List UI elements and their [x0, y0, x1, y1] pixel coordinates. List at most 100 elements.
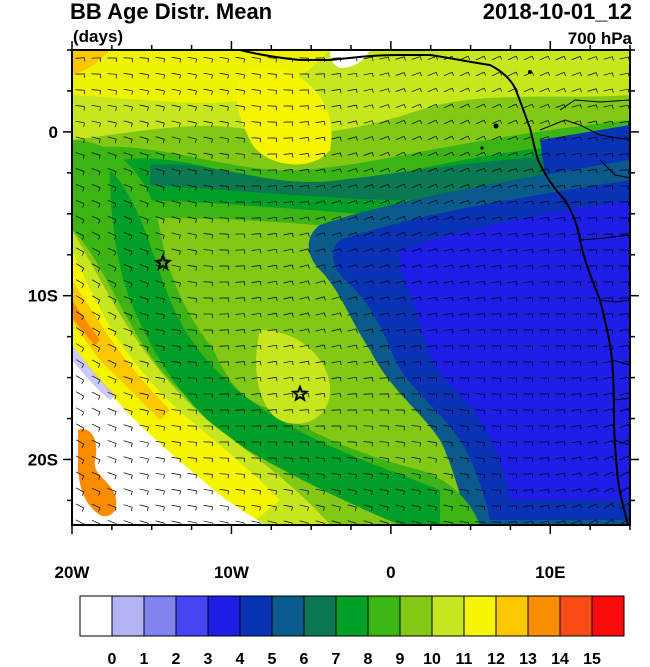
wind-barb — [443, 488, 453, 492]
wind-barb — [331, 248, 341, 252]
wind-barb-flag — [339, 506, 341, 512]
wind-barb — [267, 473, 277, 475]
wind-barb — [91, 519, 101, 525]
wind-barb-flag — [195, 90, 197, 95]
wind-barb — [619, 455, 629, 461]
wind-barb-flag — [97, 395, 101, 400]
wind-barb-flag — [467, 184, 471, 189]
wind-barb — [203, 504, 213, 508]
wind-barb — [91, 439, 101, 445]
wind-barb-flag — [147, 106, 149, 111]
wind-barb-flag — [515, 120, 519, 125]
wind-barb — [507, 152, 517, 156]
wind-barb — [187, 120, 197, 124]
wind-barb-flag — [81, 380, 85, 384]
wind-barb — [459, 200, 469, 204]
wind-barb — [475, 103, 485, 109]
wind-barb — [171, 216, 181, 220]
wind-barb — [171, 152, 181, 156]
wind-barb-flag — [579, 504, 582, 509]
wind-barb — [475, 71, 485, 77]
wind-barb-flag — [260, 329, 262, 334]
wind-barb-flag — [179, 90, 181, 95]
wind-barb — [75, 471, 85, 477]
wind-barb — [107, 199, 117, 205]
wind-barb — [155, 344, 165, 348]
wind-barb — [539, 184, 549, 188]
wind-barb — [299, 360, 309, 364]
wind-barb — [475, 135, 485, 141]
wind-barb — [267, 57, 277, 59]
wind-barb-flag — [260, 345, 262, 350]
wind-barb-flag — [211, 506, 213, 511]
wind-barb — [475, 425, 485, 427]
wind-barb — [427, 296, 437, 300]
wind-barb-flag — [82, 171, 85, 176]
wind-barb — [411, 151, 421, 157]
wind-barb-flag — [308, 312, 310, 317]
wind-barb-flag — [419, 56, 422, 61]
wind-barb — [395, 183, 405, 189]
wind-barb — [219, 120, 229, 124]
wind-barb — [347, 296, 357, 300]
wind-barb-flag — [211, 202, 213, 207]
wind-barb-flag — [419, 248, 422, 253]
wind-barb-flag — [372, 345, 374, 350]
wind-barb-flag — [276, 345, 278, 350]
wind-barb — [187, 248, 197, 252]
wind-barb-flag — [596, 104, 598, 109]
wind-barb — [619, 121, 629, 123]
wind-barb-flag — [163, 346, 165, 351]
wind-barb — [347, 136, 357, 140]
wind-barb — [251, 265, 261, 267]
wind-barb — [395, 361, 405, 363]
wind-barb — [491, 216, 501, 220]
wind-barb — [139, 88, 149, 92]
wind-barb — [171, 72, 181, 76]
wind-barb-flag — [179, 250, 181, 255]
wind-barb — [315, 473, 325, 475]
wind-barb-flag — [484, 248, 486, 253]
wind-barb-flag — [324, 168, 326, 173]
wind-barb — [523, 152, 533, 156]
wind-barb — [203, 88, 213, 92]
wind-barb-flag — [467, 458, 469, 463]
wind-barb — [459, 280, 469, 284]
wind-barb — [315, 168, 325, 172]
wind-barb — [587, 393, 597, 395]
wind-barb — [363, 360, 373, 364]
wind-barb — [331, 504, 341, 508]
wind-barb-flag — [130, 267, 133, 272]
wind-barb — [587, 408, 597, 412]
wind-barb — [139, 152, 149, 156]
wind-barb — [139, 328, 149, 332]
wind-barb-flag — [115, 122, 117, 128]
wind-barb — [443, 135, 453, 141]
wind-barb — [379, 264, 389, 268]
wind-barb-flag — [467, 103, 471, 108]
wind-barb — [491, 457, 501, 459]
wind-barb-flag — [211, 170, 213, 175]
wind-barb-flag — [515, 55, 519, 60]
wind-barb-flag — [467, 506, 469, 511]
wind-barb-flag — [628, 105, 630, 110]
wind-barb — [235, 473, 245, 475]
wind-barb — [619, 56, 629, 60]
wind-barb — [155, 168, 165, 172]
wind-barb — [283, 360, 293, 364]
wind-barb — [155, 57, 165, 59]
colorbar-label: 10 — [423, 651, 441, 667]
wind-barb — [571, 152, 581, 156]
wind-barb — [427, 345, 437, 347]
wind-barb — [379, 215, 389, 221]
wind-barb-flag — [387, 184, 391, 189]
wind-barb-flag — [596, 393, 598, 398]
wind-barb — [507, 135, 517, 141]
wind-barb — [187, 313, 197, 315]
wind-barb — [491, 393, 501, 395]
wind-barb-flag — [451, 490, 453, 495]
wind-barb-flag — [146, 187, 149, 192]
wind-barb — [139, 344, 149, 348]
wind-barb — [251, 121, 261, 123]
wind-barb — [475, 200, 485, 204]
